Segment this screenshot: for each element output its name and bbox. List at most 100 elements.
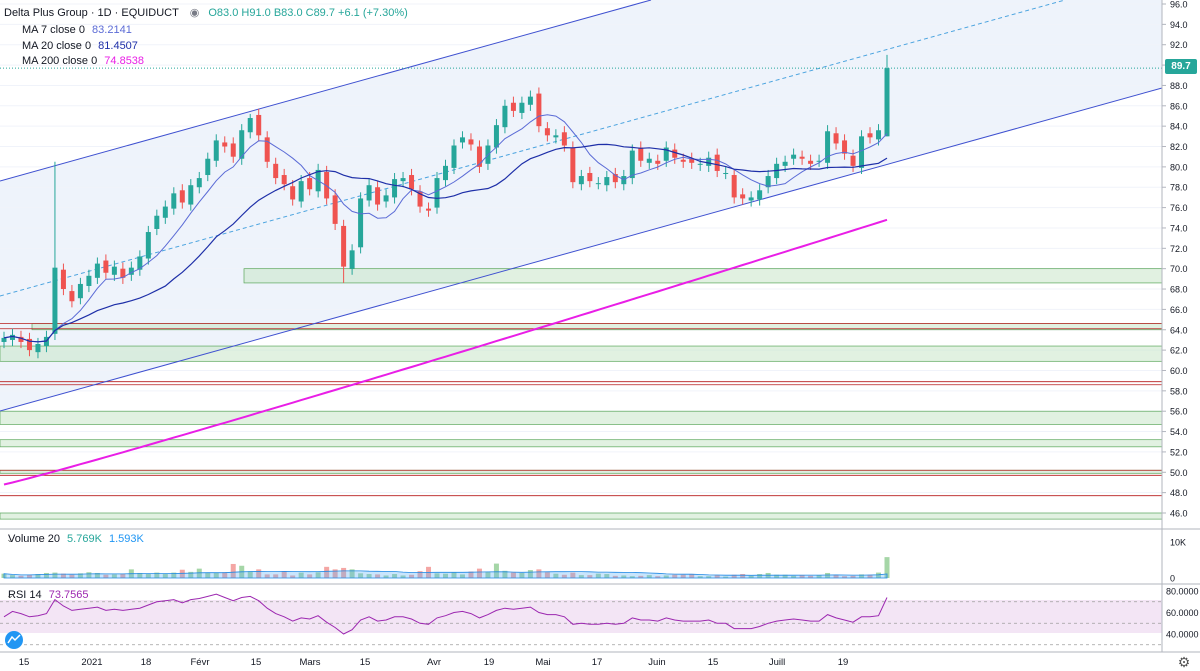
price-tick-label: 60.0: [1170, 366, 1188, 376]
volume-bar: [60, 573, 66, 578]
candle-body: [884, 68, 890, 137]
price-tick-label: 58.0: [1170, 386, 1188, 396]
candle-body: [171, 193, 177, 209]
ma7-value: 83.2141: [92, 24, 132, 36]
candle-body: [740, 194, 746, 199]
time-tick-label: Juin: [648, 657, 665, 668]
volume-bar: [383, 575, 389, 578]
volume-bar: [94, 572, 100, 578]
candle-body: [417, 191, 423, 207]
candle-body: [94, 263, 100, 278]
volume-bar: [519, 572, 525, 578]
volume-bar: [120, 574, 126, 578]
volume-legend[interactable]: ⌄ Volume 20 5.769K 1.593K: [4, 533, 144, 545]
volume-bar: [222, 572, 228, 578]
candle-body: [655, 160, 661, 164]
volume-bar: [867, 574, 873, 578]
candle-body: [443, 165, 448, 181]
candle-body: [689, 158, 695, 163]
rsi-legend[interactable]: ⌄ RSI 14 73.7565: [4, 589, 88, 601]
price-tick-label: 54.0: [1170, 427, 1188, 437]
price-tick-label: 48.0: [1170, 488, 1188, 498]
volume-bar: [375, 574, 381, 578]
price-tick-label: 70.0: [1170, 264, 1188, 274]
price-tick-label: 78.0: [1170, 183, 1188, 193]
time-tick-label: Mars: [299, 657, 320, 668]
candle-body: [349, 250, 355, 269]
volume-bar: [349, 569, 355, 578]
price-tick-label: 80.0: [1170, 162, 1188, 172]
volume-bar: [69, 574, 75, 578]
price-tick-label: 74.0: [1170, 223, 1188, 233]
candle-body: [791, 154, 797, 159]
chevron-down-icon[interactable]: ⌄: [6, 589, 14, 600]
volume-bar: [791, 575, 797, 578]
volume-bar: [358, 573, 364, 578]
time-tick-label: 15: [19, 657, 30, 668]
volume-bar: [876, 572, 882, 578]
ma7-legend[interactable]: MA 7 close 0 83.2141: [22, 24, 132, 36]
candle-body: [867, 133, 873, 138]
candle-body: [324, 171, 330, 199]
ma200-value: 74.8538: [104, 55, 145, 67]
eye-icon[interactable]: ◉: [189, 7, 200, 19]
volume-bar: [103, 574, 109, 578]
volume-bar: [86, 572, 92, 578]
ma7-label: MA 7 close 0: [22, 24, 85, 36]
ma200-legend[interactable]: MA 200 close 0 74.8538: [22, 55, 144, 67]
volume-bar: [833, 574, 839, 578]
ma20-legend[interactable]: MA 20 close 0 81.4507: [22, 40, 138, 52]
candle-body: [298, 181, 304, 202]
rsi-tick-label: 80.0000: [1166, 587, 1199, 597]
volume-bar: [697, 576, 703, 578]
time-tick-label: 15: [360, 657, 371, 668]
volume-bar: [842, 576, 848, 578]
volume-value-1: 5.769K: [67, 533, 102, 545]
volume-bar: [510, 572, 516, 578]
volume-tick-label: 10K: [1170, 538, 1186, 548]
volume-bar: [485, 571, 491, 578]
candle-body: [612, 174, 618, 183]
time-tick-label: 15: [251, 657, 262, 668]
candle-body: [154, 215, 160, 229]
price-tick-label: 76.0: [1170, 203, 1188, 213]
volume-bar: [281, 571, 287, 578]
volume-bar: [290, 575, 296, 578]
candle-body: [680, 159, 686, 162]
tradingview-logo-icon: [5, 631, 23, 649]
last-price-label: 89.7: [1165, 59, 1197, 74]
candle-body: [222, 142, 228, 147]
candle-body: [230, 143, 236, 157]
volume-label: Volume 20: [8, 533, 60, 545]
candle-body: [264, 137, 270, 162]
volume-bar: [409, 574, 415, 578]
candle-body: [366, 185, 372, 201]
volume-bar: [502, 570, 508, 578]
volume-bar: [341, 567, 347, 578]
volume-tick-label: 0: [1170, 574, 1175, 584]
support-zone: [0, 469, 1163, 474]
candle-body: [9, 334, 15, 340]
volume-bar: [400, 575, 406, 578]
volume-ma-area: [3, 570, 888, 579]
candle-body: [451, 145, 457, 168]
volume-bar: [714, 575, 720, 578]
volume-bar: [748, 575, 754, 578]
volume-bar: [884, 557, 890, 578]
volume-bar: [612, 575, 618, 578]
volume-bar: [604, 574, 610, 578]
candle-body: [213, 140, 219, 161]
candle-body: [850, 155, 856, 166]
volume-bar: [680, 574, 686, 578]
volume-bar: [859, 574, 865, 578]
volume-bar: [35, 574, 41, 578]
ma20-label: MA 20 close 0: [22, 40, 92, 52]
symbol-title: Delta Plus Group · 1D · EQUIDUCT: [4, 7, 179, 19]
chevron-down-icon[interactable]: ⌄: [6, 533, 14, 544]
gear-icon[interactable]: ⚙: [1177, 654, 1191, 670]
volume-bar: [205, 572, 211, 578]
volume-bar: [451, 572, 457, 578]
time-tick-label: 19: [838, 657, 849, 668]
volume-bar: [757, 574, 763, 578]
